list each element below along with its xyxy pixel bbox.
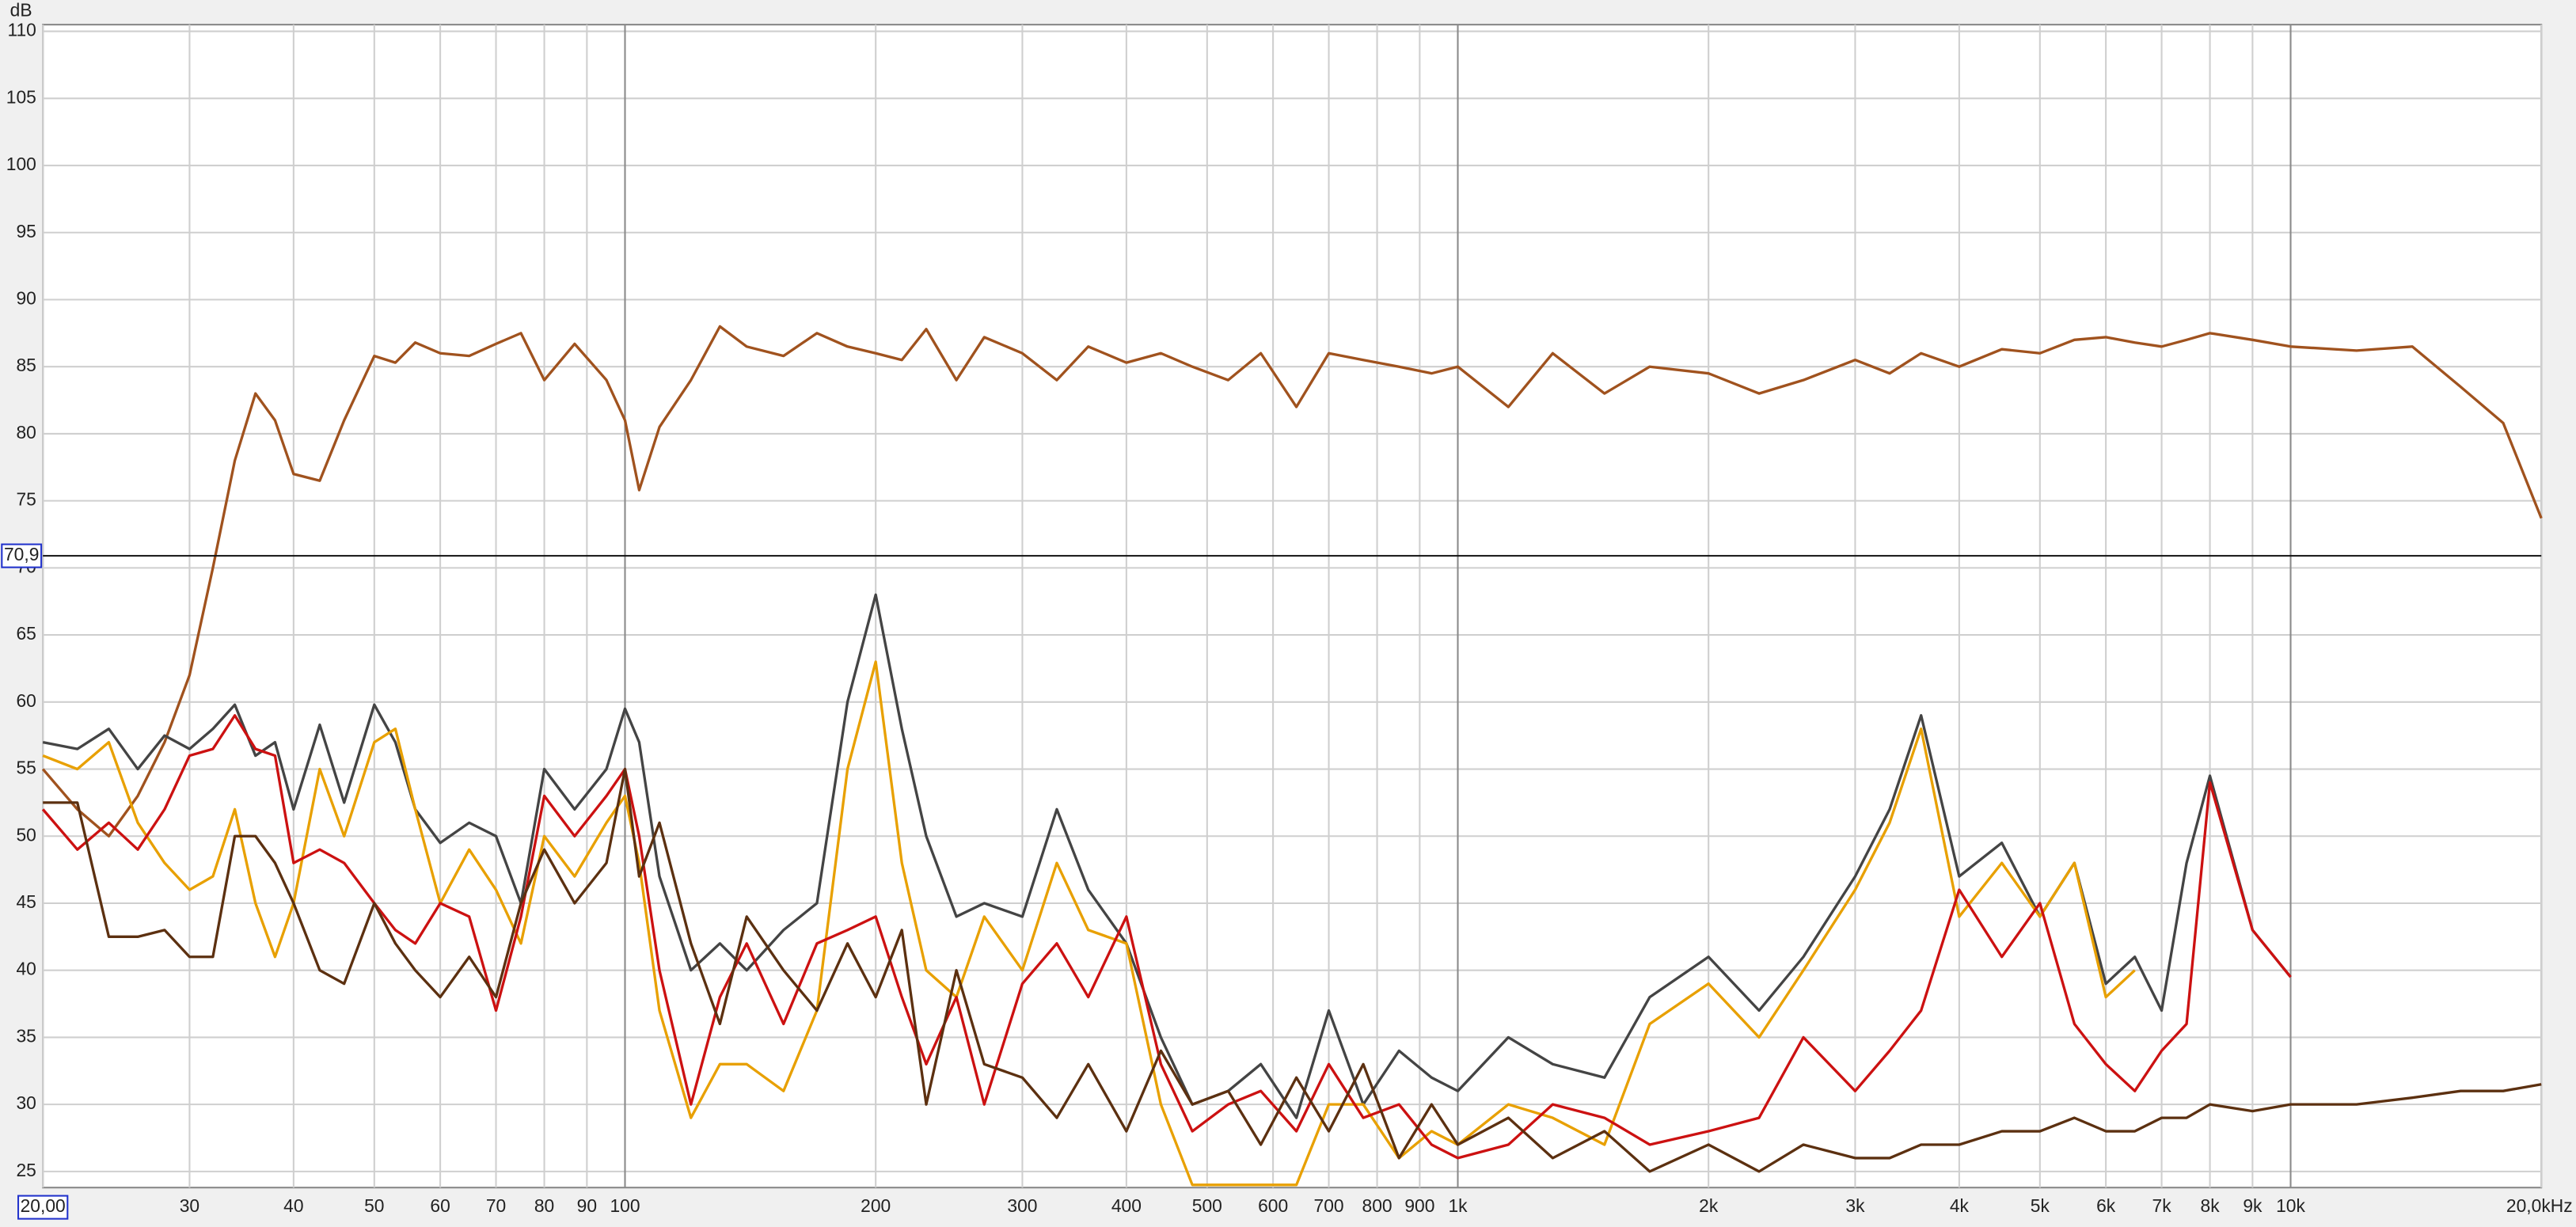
x-cursor-box [17, 1195, 69, 1220]
x-tick-label: 300 [1007, 1195, 1037, 1216]
x-tick-label: 600 [1258, 1195, 1288, 1216]
x-tick-label: 400 [1111, 1195, 1142, 1216]
y-tick-label: 80 [17, 422, 36, 443]
y-tick-label: 110 [8, 20, 36, 40]
x-tick-label: 30 [180, 1195, 199, 1216]
x-tick-label: 20,0kHz [2506, 1195, 2573, 1216]
x-tick-label: 5k [2031, 1195, 2050, 1216]
y-tick-label: 95 [17, 221, 36, 241]
y-tick-label: 50 [17, 824, 36, 845]
plot-area [42, 24, 2543, 1189]
x-tick-label: 9k [2243, 1195, 2263, 1216]
y-tick-label: 35 [17, 1025, 36, 1046]
x-tick-label: 50 [364, 1195, 384, 1216]
x-tick-label: 8k [2201, 1195, 2221, 1216]
x-tick-label: 1k [1448, 1195, 1468, 1216]
x-tick-label: 70 [486, 1195, 506, 1216]
cursor-box [1, 543, 43, 568]
x-tick-label: 800 [1362, 1195, 1392, 1216]
x-tick-label: 900 [1404, 1195, 1434, 1216]
y-tick-label: 55 [17, 758, 36, 778]
series-line [41, 325, 2543, 838]
x-tick-label: 80 [534, 1195, 554, 1216]
x-tick-label: 200 [861, 1195, 891, 1216]
y-tick-label: 85 [17, 355, 36, 375]
x-tick-label: 20,00 [21, 1195, 66, 1216]
x-tick-label: 60 [430, 1195, 450, 1216]
x-tick-label: 2k [1699, 1195, 1719, 1216]
y-tick-label: 100 [6, 154, 36, 174]
x-tick-label: 700 [1314, 1195, 1344, 1216]
series-line [43, 767, 2542, 1173]
y-tick-label: 25 [17, 1160, 36, 1180]
x-tick-label: 7k [2152, 1195, 2172, 1216]
x-tick-label: 3k [1845, 1195, 1865, 1216]
x-tick-label: 10k [2276, 1195, 2305, 1216]
y-tick-label: 60 [17, 690, 36, 711]
x-tick-label: 6k [2096, 1195, 2116, 1216]
x-tick-label: 4k [1950, 1195, 1970, 1216]
x-tick-label: 100 [610, 1195, 640, 1216]
y-tick-label: 90 [17, 288, 36, 309]
x-tick-label: 40 [283, 1195, 303, 1216]
series-line [42, 660, 2136, 1187]
y-tick-label: 75 [17, 489, 36, 510]
y-axis-label: dB [10, 0, 32, 21]
y-tick-label: 40 [17, 959, 36, 979]
series-line [41, 714, 2292, 1160]
x-tick-label: 500 [1192, 1195, 1222, 1216]
y-tick-label: 45 [17, 891, 36, 912]
x-tick-label: 90 [577, 1195, 597, 1216]
y-tick-label: 65 [17, 623, 36, 644]
y-tick-label: 105 [6, 86, 36, 107]
y-tick-label: 30 [17, 1092, 36, 1113]
cursor-label: 70,9 [4, 544, 39, 564]
series-line [42, 593, 2292, 1119]
